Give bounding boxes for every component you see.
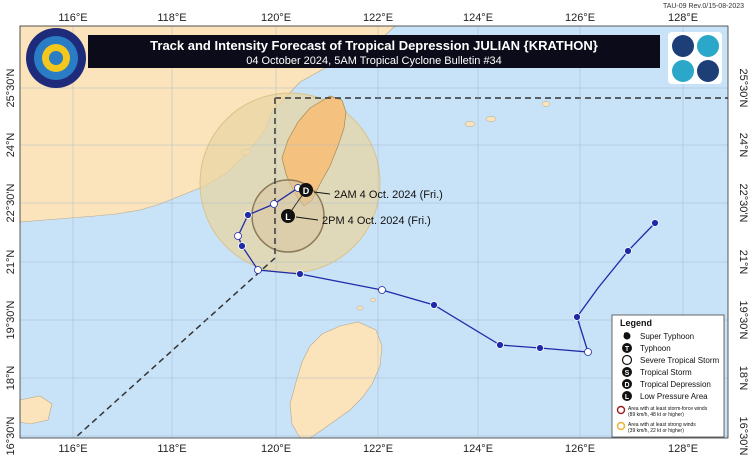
svg-text:Super Typhoon: Super Typhoon bbox=[640, 332, 694, 341]
past-track-points bbox=[234, 184, 659, 356]
island bbox=[370, 297, 376, 303]
svg-text:Severe Tropical Storm: Severe Tropical Storm bbox=[640, 356, 719, 365]
legend-item-tropical-depression: D Tropical Depression bbox=[622, 379, 711, 389]
svg-text:Typhoon: Typhoon bbox=[640, 344, 671, 353]
low-pressure-area-icon bbox=[622, 391, 632, 401]
svg-text:128°E: 128°E bbox=[668, 443, 698, 455]
svg-text:L: L bbox=[625, 394, 630, 401]
legend-item-strong-wind-ring: Area with at least strong winds (39 km/h… bbox=[616, 421, 696, 434]
tropical-storm-icon bbox=[622, 367, 632, 377]
svg-text:D: D bbox=[624, 382, 629, 389]
svg-text:(39 km/h, 22 kt or higher): (39 km/h, 22 kt or higher) bbox=[628, 428, 684, 434]
map-title: Track and Intensity Forecast of Tropical… bbox=[150, 38, 598, 53]
map-subtitle: 04 October 2024, 5AM Tropical Cyclone Bu… bbox=[246, 55, 502, 67]
island bbox=[485, 116, 497, 122]
leader-line bbox=[313, 191, 331, 195]
island bbox=[464, 121, 476, 127]
document-code: TAU-09 Rev.0/15-08-2023 bbox=[663, 3, 744, 10]
svg-text:116°E: 116°E bbox=[58, 12, 87, 24]
svg-text:120°E: 120°E bbox=[261, 443, 291, 455]
tropical-depression-marker: D bbox=[299, 183, 313, 197]
svg-text:21°N: 21°N bbox=[737, 250, 749, 275]
svg-text:124°E: 124°E bbox=[463, 12, 493, 24]
svg-text:25°30'N: 25°30'N bbox=[737, 69, 749, 108]
svg-text:16°30'N: 16°30'N bbox=[737, 417, 749, 456]
svg-text:Low Pressure Area: Low Pressure Area bbox=[640, 392, 708, 401]
legend-item-severe-tropical-storm: Severe Tropical Storm bbox=[621, 354, 719, 366]
svg-text:19°30'N: 19°30'N bbox=[5, 300, 17, 339]
svg-text:116°E: 116°E bbox=[58, 443, 87, 455]
svg-text:16°30'N: 16°30'N bbox=[5, 416, 17, 455]
legend-item-storm-force-ring: Area with at least storm-force winds (89… bbox=[616, 405, 708, 418]
svg-text:118°E: 118°E bbox=[157, 443, 186, 455]
svg-text:126°E: 126°E bbox=[565, 12, 595, 24]
legend-title: Legend bbox=[620, 318, 652, 328]
legend-box: Legend Super Typhoon T Typhoon Severe Tr… bbox=[611, 314, 725, 438]
legend-item-typhoon: T Typhoon bbox=[622, 343, 671, 353]
latitude-labels-right: 25°30'N 24°N 22°30'N 21°N 19°30'N 18°N 1… bbox=[737, 69, 749, 456]
svg-text:18°N: 18°N bbox=[5, 366, 17, 391]
svg-text:D: D bbox=[303, 186, 310, 196]
agency-logo bbox=[26, 28, 86, 88]
svg-text:L: L bbox=[285, 212, 291, 222]
svg-text:Area with at least strong wind: Area with at least strong winds bbox=[628, 422, 696, 428]
graticule bbox=[20, 26, 728, 438]
svg-text:24°N: 24°N bbox=[5, 133, 17, 158]
svg-text:128°E: 128°E bbox=[668, 12, 698, 24]
island bbox=[356, 305, 364, 311]
legend-item-tropical-storm: S Tropical Storm bbox=[622, 367, 692, 377]
forecast-label-1: 2AM 4 Oct. 2024 (Fri.) bbox=[334, 189, 443, 201]
svg-text:122°E: 122°E bbox=[363, 12, 393, 24]
svg-text:18°N: 18°N bbox=[737, 366, 749, 391]
svg-text:25°30'N: 25°30'N bbox=[5, 68, 17, 107]
typhoon-icon bbox=[622, 343, 632, 353]
svg-text:21°N: 21°N bbox=[5, 250, 17, 275]
longitude-labels-bottom: 116°E 118°E 120°E 122°E 124°E 126°E 128°… bbox=[58, 443, 698, 455]
luzon-island bbox=[289, 321, 383, 439]
longitude-labels-top: 116°E 118°E 120°E 122°E 124°E 126°E 128°… bbox=[58, 12, 698, 24]
latitude-labels-left: 25°30'N 24°N 22°30'N 21°N 19°30'N 18°N 1… bbox=[5, 68, 17, 455]
svg-text:Area with at least storm-force: Area with at least storm-force winds bbox=[628, 406, 708, 412]
svg-text:T: T bbox=[625, 346, 630, 353]
svg-text:124°E: 124°E bbox=[463, 443, 493, 455]
svg-text:120°E: 120°E bbox=[261, 12, 291, 24]
severe-tropical-storm-icon bbox=[621, 354, 633, 366]
island bbox=[541, 101, 551, 107]
svg-text:Tropical Depression: Tropical Depression bbox=[640, 380, 711, 389]
svg-text:22°30'N: 22°30'N bbox=[5, 183, 17, 222]
leader-line bbox=[295, 216, 319, 221]
partner-logo bbox=[668, 32, 722, 84]
low-pressure-area-marker: L bbox=[281, 209, 295, 223]
title-banner bbox=[88, 35, 660, 68]
svg-text:122°E: 122°E bbox=[363, 443, 393, 455]
strong-wind-ring-icon bbox=[616, 421, 626, 431]
svg-text:126°E: 126°E bbox=[565, 443, 595, 455]
par-boundary bbox=[74, 97, 728, 439]
storm-force-ring-icon bbox=[616, 405, 626, 415]
svg-text:S: S bbox=[625, 370, 630, 377]
legend-item-low-pressure-area: L Low Pressure Area bbox=[622, 391, 708, 401]
svg-text:Tropical Storm: Tropical Storm bbox=[640, 368, 692, 377]
tropical-depression-icon bbox=[622, 379, 632, 389]
svg-text:22°30'N: 22°30'N bbox=[737, 184, 749, 223]
svg-text:24°N: 24°N bbox=[737, 133, 749, 158]
svg-text:19°30'N: 19°30'N bbox=[737, 301, 749, 340]
forecast-label-2: 2PM 4 Oct. 2024 (Fri.) bbox=[322, 215, 431, 227]
legend-item-super-typhoon: Super Typhoon bbox=[623, 332, 694, 341]
svg-text:(89 km/h, 48 kt or higher): (89 km/h, 48 kt or higher) bbox=[628, 412, 684, 418]
svg-text:118°E: 118°E bbox=[157, 12, 186, 24]
